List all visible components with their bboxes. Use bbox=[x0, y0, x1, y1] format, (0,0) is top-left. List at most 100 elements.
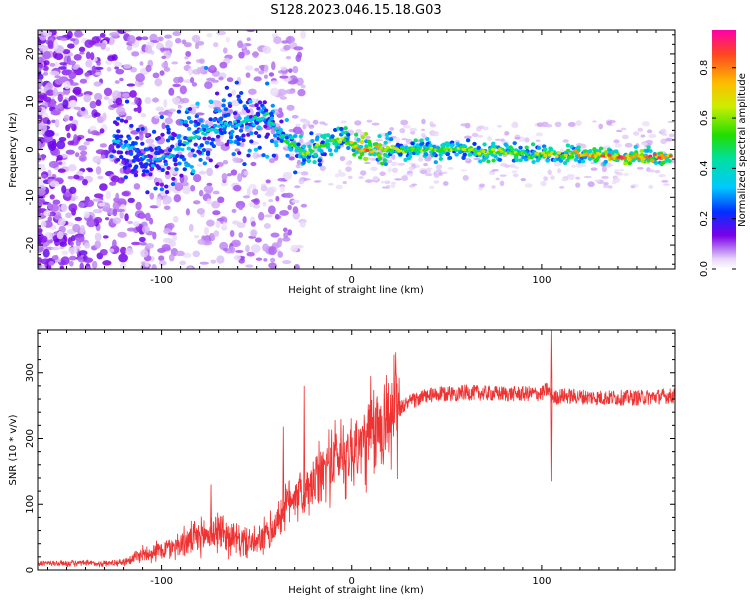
spectrogram-ridge-cell bbox=[214, 164, 219, 169]
spectrogram-noise-cell bbox=[175, 250, 185, 257]
spectrogram-noise-cell bbox=[113, 61, 123, 67]
spectrogram-ridge-cell bbox=[122, 165, 128, 170]
spectrogram-ridge-cell bbox=[248, 99, 253, 104]
spectrogram-ridge-core bbox=[217, 124, 222, 128]
spectrogram-noise-cell bbox=[319, 165, 326, 172]
spectrogram-noise-cell bbox=[69, 82, 79, 86]
spectrogram-noise-cell bbox=[280, 66, 287, 71]
spectrogram-noise-cell bbox=[221, 173, 228, 181]
spectrogram-noise-cell bbox=[38, 166, 46, 171]
spectrogram-ridge-core bbox=[566, 148, 571, 152]
spectrogram-ridge-cell bbox=[165, 138, 171, 143]
spectrogram-noise-cell bbox=[127, 35, 136, 45]
spectrogram-noise-cell bbox=[68, 71, 77, 80]
spectrogram-noise-cell bbox=[52, 199, 61, 205]
spectrogram-ridge-cell bbox=[119, 118, 125, 123]
spectrogram-noise-cell bbox=[248, 183, 257, 190]
spectrogram-ridge-cell bbox=[247, 148, 252, 153]
spectrogram-noise-cell bbox=[105, 217, 110, 221]
spectrogram-noise-cell bbox=[283, 44, 291, 51]
spectrogram-noise-cell bbox=[384, 180, 391, 184]
spectrogram-noise-cell bbox=[254, 237, 262, 243]
spectrogram-noise-cell bbox=[76, 170, 84, 176]
spectrogram-ridge-cell bbox=[145, 132, 150, 137]
spectrogram-noise-cell bbox=[114, 66, 120, 70]
spectrogram-noise-cell bbox=[180, 97, 190, 104]
spectrogram-noise-cell bbox=[168, 253, 175, 262]
spectrogram-noise-cell bbox=[196, 207, 205, 215]
spectrogram-ridge-core bbox=[203, 132, 208, 136]
spectrogram-noise-cell bbox=[95, 166, 102, 175]
spectrogram-noise-cell bbox=[73, 134, 78, 143]
colorbar-tick-label: 0.4 bbox=[699, 160, 710, 176]
spectrogram-ridge-cell bbox=[518, 145, 523, 150]
spectrogram-noise-cell bbox=[293, 126, 302, 135]
spectrogram-noise-cell bbox=[399, 128, 406, 134]
spectrogram-ridge-cell bbox=[312, 160, 317, 165]
spectrogram-ridge-cell bbox=[201, 148, 207, 153]
spectrogram-noise-cell bbox=[547, 169, 552, 176]
spectrogram-noise-cell bbox=[54, 78, 64, 85]
spectrogram-noise-cell bbox=[624, 142, 633, 148]
spectrogram-noise-cell bbox=[408, 172, 414, 177]
spectrogram-ridge-cell bbox=[119, 154, 124, 159]
spectrogram-noise-cell bbox=[245, 112, 252, 116]
spectrogram-ridge-cell bbox=[284, 117, 290, 122]
spectrogram-noise-cell bbox=[300, 171, 309, 176]
spectrogram-noise-cell bbox=[204, 81, 213, 90]
spectrogram-noise-cell bbox=[185, 208, 191, 216]
spectrogram-ridge-core bbox=[260, 116, 265, 121]
spectrogram-noise-cell bbox=[138, 236, 146, 243]
spectrogram-ridge-cell bbox=[512, 141, 517, 146]
spectrogram-ridge-cell bbox=[245, 125, 250, 130]
spectrogram-noise-cell bbox=[489, 172, 496, 176]
spectrogram-ridge-cell bbox=[476, 145, 481, 150]
spectrogram-noise-cell bbox=[235, 249, 244, 253]
spectrogram-ridge-cell bbox=[144, 162, 149, 167]
spectrogram-noise-cell bbox=[229, 230, 235, 238]
spectrogram-ridge-cell bbox=[177, 139, 183, 144]
spectrogram-noise-cell bbox=[282, 171, 293, 181]
spectrogram-ridge-cell bbox=[633, 144, 638, 149]
snr-ytick-label: 100 bbox=[25, 495, 36, 514]
spectrogram-ridge-cell bbox=[111, 149, 117, 154]
spectrogram-noise-cell bbox=[129, 90, 137, 98]
spectrogram-noise-cell bbox=[135, 36, 143, 41]
spectrogram-ridge-cell bbox=[332, 127, 338, 132]
spectrogram-noise-cell bbox=[300, 84, 306, 89]
spectrogram-noise-cell bbox=[187, 151, 195, 158]
spectrogram-noise-cell bbox=[337, 169, 342, 175]
spectrogram-ridge-cell bbox=[174, 167, 179, 172]
spectrogram-ridge-core bbox=[367, 146, 372, 150]
spectrogram-noise-cell bbox=[54, 75, 61, 79]
spectrogram-ridge-cell bbox=[377, 143, 383, 148]
spectrogram-noise-cell bbox=[524, 183, 533, 188]
spectrogram-noise-cell bbox=[554, 121, 562, 127]
spectrogram-ridge-cell bbox=[141, 172, 146, 177]
spectrogram-ridge-cell bbox=[552, 158, 558, 163]
spectrogram-ridge-cell bbox=[310, 138, 315, 143]
spectrogram-ridge-core bbox=[159, 156, 164, 161]
spectrogram-noise-cell bbox=[246, 187, 251, 196]
spectrogram-ridge-cell bbox=[202, 161, 208, 166]
spectrogram-ridge-cell bbox=[325, 133, 331, 138]
spectrogram-noise-cell bbox=[59, 265, 65, 269]
snr-xlabel: Height of straight line (km) bbox=[288, 585, 424, 596]
spectrogram-ridge-cell bbox=[173, 162, 178, 167]
spectrogram-noise-cell bbox=[647, 169, 656, 173]
spectrogram-xtick-label: -100 bbox=[150, 275, 173, 286]
spectrogram-noise-cell bbox=[47, 40, 54, 49]
spectrogram-noise-cell bbox=[575, 120, 582, 126]
spectrogram-noise-cell bbox=[663, 183, 670, 186]
spectrogram-noise-cell bbox=[553, 162, 562, 167]
spectrogram-ridge-cell bbox=[309, 131, 314, 136]
spectrogram-noise-cell bbox=[418, 157, 424, 162]
spectrogram-ridge-cell bbox=[124, 99, 130, 104]
spectrogram-ridge-cell bbox=[317, 162, 323, 167]
spectrogram-ylabel: Frequency (Hz) bbox=[8, 112, 19, 188]
spectrogram-ridge-cell bbox=[438, 156, 444, 161]
spectrogram-noise-cell bbox=[431, 131, 440, 135]
spectrogram-noise-cell bbox=[246, 251, 255, 257]
spectrogram-ridge-cell bbox=[271, 153, 277, 158]
